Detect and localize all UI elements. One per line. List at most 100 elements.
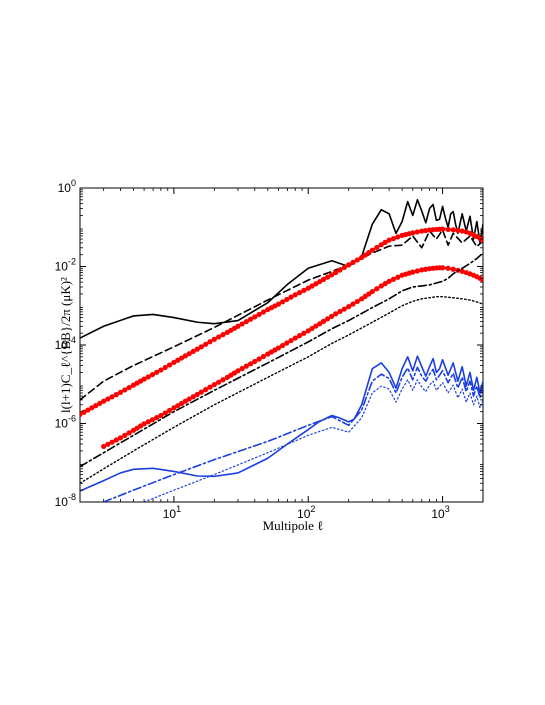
series-marker-3 bbox=[260, 309, 267, 315]
x-axis-label: Multipole ℓ bbox=[263, 518, 324, 533]
series-marker-4 bbox=[320, 318, 327, 324]
series-marker-3 bbox=[141, 376, 147, 382]
series-marker-3 bbox=[346, 262, 352, 268]
series-marker-3 bbox=[369, 247, 375, 253]
series-line-9 bbox=[143, 379, 483, 502]
series-marker-3 bbox=[313, 281, 319, 287]
series-marker-3 bbox=[301, 287, 307, 293]
series-marker-4 bbox=[105, 441, 111, 447]
series-marker-3 bbox=[480, 238, 483, 244]
series-marker-4 bbox=[175, 403, 181, 409]
series-marker-4 bbox=[126, 430, 132, 436]
series-marker-3 bbox=[85, 407, 91, 413]
series-marker-4 bbox=[378, 283, 384, 289]
series-marker-3 bbox=[324, 274, 331, 280]
series-marker-4 bbox=[252, 358, 258, 365]
x-tick-label: 102 bbox=[297, 504, 315, 521]
series-marker-3 bbox=[382, 239, 388, 245]
x-tick-label: 101 bbox=[163, 504, 181, 521]
series-marker-4 bbox=[337, 308, 343, 315]
y-tick-label: 10-8 bbox=[55, 492, 76, 509]
series-marker-3 bbox=[203, 341, 209, 347]
series-line-7 bbox=[80, 355, 483, 492]
series-marker-3 bbox=[337, 267, 343, 273]
series-marker-4 bbox=[154, 414, 160, 421]
series-marker-3 bbox=[450, 227, 456, 233]
series-marker-3 bbox=[252, 314, 258, 320]
series-marker-3 bbox=[117, 389, 124, 395]
series-marker-3 bbox=[459, 228, 465, 234]
series-marker-3 bbox=[247, 316, 254, 322]
series-marker-4 bbox=[423, 266, 429, 272]
series-marker-3 bbox=[81, 409, 87, 415]
series-marker-4 bbox=[386, 278, 392, 284]
series-marker-3 bbox=[320, 276, 327, 282]
series-marker-3 bbox=[93, 403, 99, 409]
series-marker-4 bbox=[410, 269, 416, 275]
series-marker-3 bbox=[145, 374, 151, 380]
series-marker-3 bbox=[216, 334, 222, 340]
series-marker-4 bbox=[220, 377, 226, 383]
series-marker-4 bbox=[313, 323, 319, 329]
series-marker-4 bbox=[190, 394, 196, 400]
series-marker-3 bbox=[296, 290, 303, 296]
series-marker-4 bbox=[419, 267, 425, 273]
series-marker-3 bbox=[390, 235, 397, 242]
series-marker-3 bbox=[158, 367, 164, 373]
series-marker-4 bbox=[341, 306, 347, 312]
series-marker-3 bbox=[439, 226, 446, 232]
y-tick-label: 10-4 bbox=[55, 335, 76, 352]
series-marker-4 bbox=[122, 432, 128, 438]
series-line-6 bbox=[80, 296, 483, 484]
series-marker-3 bbox=[354, 257, 360, 263]
series-marker-3 bbox=[220, 332, 226, 338]
series-marker-3 bbox=[284, 296, 290, 303]
series-marker-3 bbox=[243, 318, 249, 325]
series-marker-4 bbox=[369, 288, 375, 295]
series-marker-3 bbox=[329, 272, 335, 278]
y-tick-label: 10-2 bbox=[55, 257, 76, 274]
series-marker-3 bbox=[109, 394, 115, 400]
series-marker-4 bbox=[141, 421, 147, 427]
series-marker-3 bbox=[414, 229, 420, 235]
series-marker-3 bbox=[378, 242, 384, 248]
series-marker-4 bbox=[350, 301, 356, 307]
series-marker-4 bbox=[317, 321, 323, 327]
series-marker-3 bbox=[97, 400, 103, 407]
series-marker-4 bbox=[166, 407, 173, 414]
series-marker-3 bbox=[423, 227, 429, 234]
series-marker-4 bbox=[235, 368, 241, 374]
series-marker-3 bbox=[194, 346, 200, 352]
series-marker-3 bbox=[275, 301, 282, 307]
series-marker-3 bbox=[309, 283, 315, 289]
series-marker-4 bbox=[329, 313, 335, 319]
series-marker-3 bbox=[171, 359, 177, 366]
series-marker-4 bbox=[260, 353, 267, 360]
series-marker-3 bbox=[395, 234, 401, 240]
series-marker-3 bbox=[162, 364, 168, 371]
series-marker-3 bbox=[149, 371, 156, 378]
series-marker-4 bbox=[284, 340, 290, 346]
series-marker-3 bbox=[101, 398, 107, 404]
series-marker-4 bbox=[333, 311, 339, 317]
series-line-2 bbox=[80, 229, 483, 401]
y-axis-label: l(l+1)C_ℓ^{BB}/2π (μK)² bbox=[58, 277, 73, 413]
series-marker-3 bbox=[288, 294, 294, 300]
series-marker-4 bbox=[390, 276, 397, 282]
series-marker-3 bbox=[280, 299, 286, 305]
series-marker-4 bbox=[292, 335, 298, 341]
series-marker-4 bbox=[395, 274, 401, 280]
series-marker-3 bbox=[333, 269, 339, 276]
series-marker-4 bbox=[480, 277, 483, 283]
series-marker-4 bbox=[158, 412, 164, 419]
series-marker-3 bbox=[386, 237, 392, 243]
series-marker-3 bbox=[455, 227, 461, 234]
y-tick-label: 100 bbox=[58, 178, 76, 195]
series-marker-3 bbox=[166, 362, 173, 368]
series-marker-4 bbox=[178, 400, 185, 407]
series-marker-3 bbox=[190, 348, 196, 354]
series-marker-4 bbox=[211, 381, 217, 388]
series-marker-3 bbox=[305, 285, 311, 291]
series-marker-3 bbox=[207, 339, 213, 345]
